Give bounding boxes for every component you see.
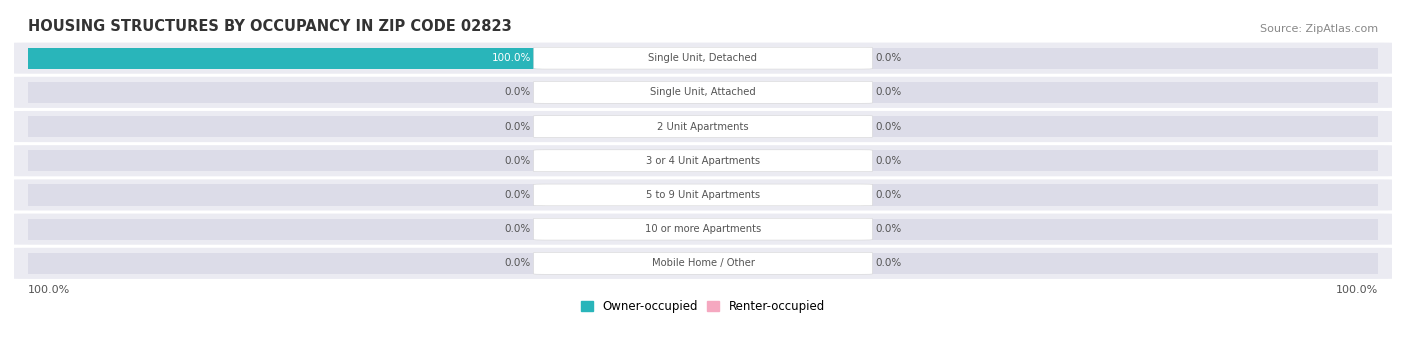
FancyBboxPatch shape — [533, 184, 873, 206]
Bar — [862, 219, 1378, 240]
Text: 100.0%: 100.0% — [1336, 285, 1378, 294]
Text: 0.0%: 0.0% — [505, 121, 531, 132]
Text: 2 Unit Apartments: 2 Unit Apartments — [657, 121, 749, 132]
FancyBboxPatch shape — [533, 252, 873, 274]
Text: 10 or more Apartments: 10 or more Apartments — [645, 224, 761, 234]
FancyBboxPatch shape — [7, 248, 1399, 279]
Bar — [862, 48, 1378, 69]
Text: 0.0%: 0.0% — [505, 258, 531, 268]
Bar — [862, 82, 1378, 103]
FancyBboxPatch shape — [7, 179, 1399, 210]
FancyBboxPatch shape — [533, 218, 873, 240]
Bar — [28, 150, 544, 171]
Bar — [28, 116, 544, 137]
Text: 0.0%: 0.0% — [505, 190, 531, 200]
Text: Single Unit, Detached: Single Unit, Detached — [648, 53, 758, 63]
Bar — [28, 48, 544, 69]
Text: 0.0%: 0.0% — [875, 190, 901, 200]
Bar — [28, 184, 544, 206]
Text: 0.0%: 0.0% — [505, 87, 531, 97]
Text: Source: ZipAtlas.com: Source: ZipAtlas.com — [1260, 24, 1378, 34]
Text: 3 or 4 Unit Apartments: 3 or 4 Unit Apartments — [645, 156, 761, 166]
FancyBboxPatch shape — [533, 116, 873, 137]
Bar — [28, 48, 544, 69]
Text: 0.0%: 0.0% — [505, 156, 531, 166]
Text: 0.0%: 0.0% — [875, 224, 901, 234]
Text: 0.0%: 0.0% — [875, 156, 901, 166]
Text: 0.0%: 0.0% — [875, 121, 901, 132]
FancyBboxPatch shape — [533, 150, 873, 172]
Bar — [28, 219, 544, 240]
FancyBboxPatch shape — [7, 43, 1399, 74]
Bar — [28, 82, 544, 103]
FancyBboxPatch shape — [533, 47, 873, 69]
Bar — [862, 150, 1378, 171]
Text: 0.0%: 0.0% — [505, 224, 531, 234]
Text: HOUSING STRUCTURES BY OCCUPANCY IN ZIP CODE 02823: HOUSING STRUCTURES BY OCCUPANCY IN ZIP C… — [28, 18, 512, 34]
Text: 100.0%: 100.0% — [491, 53, 531, 63]
FancyBboxPatch shape — [533, 81, 873, 103]
FancyBboxPatch shape — [7, 145, 1399, 176]
FancyBboxPatch shape — [7, 213, 1399, 245]
Text: 0.0%: 0.0% — [875, 53, 901, 63]
Text: Mobile Home / Other: Mobile Home / Other — [651, 258, 755, 268]
Text: 5 to 9 Unit Apartments: 5 to 9 Unit Apartments — [645, 190, 761, 200]
FancyBboxPatch shape — [7, 111, 1399, 142]
Text: 0.0%: 0.0% — [875, 87, 901, 97]
Text: 100.0%: 100.0% — [28, 285, 70, 294]
Legend: Owner-occupied, Renter-occupied: Owner-occupied, Renter-occupied — [576, 295, 830, 318]
Bar — [862, 116, 1378, 137]
Bar — [862, 184, 1378, 206]
Bar — [862, 253, 1378, 274]
FancyBboxPatch shape — [7, 77, 1399, 108]
Text: Single Unit, Attached: Single Unit, Attached — [650, 87, 756, 97]
Text: 0.0%: 0.0% — [875, 258, 901, 268]
Bar — [28, 253, 544, 274]
